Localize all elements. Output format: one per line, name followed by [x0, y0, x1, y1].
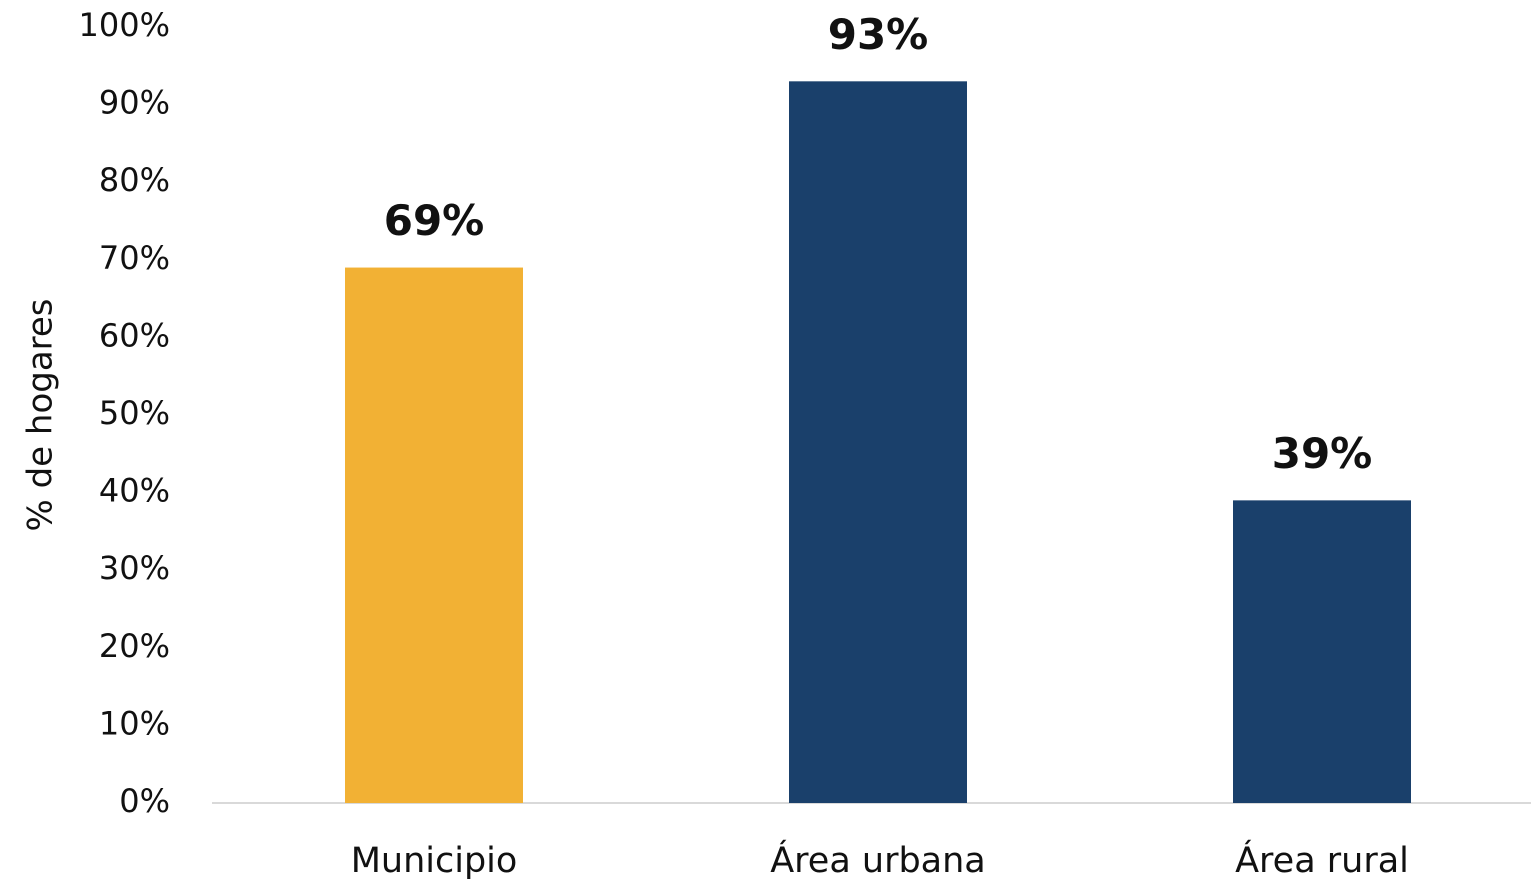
y-tick-label: 20%	[99, 627, 170, 665]
data-label: 39%	[1272, 429, 1373, 478]
y-tick-label: 100%	[79, 6, 170, 44]
y-tick-label: 60%	[99, 316, 170, 354]
bar	[789, 81, 967, 803]
y-tick-label: 80%	[99, 161, 170, 199]
y-tick-label: 50%	[99, 394, 170, 432]
bar	[1233, 500, 1411, 803]
y-tick-label: 40%	[99, 472, 170, 510]
bar	[345, 267, 523, 803]
x-tick-label: Área urbana	[770, 839, 986, 881]
y-tick-label: 10%	[99, 704, 170, 742]
y-tick-label: 70%	[99, 239, 170, 277]
y-axis-label: % de hogares	[21, 298, 61, 531]
y-tick-label: 0%	[119, 782, 170, 820]
y-tick-label: 30%	[99, 549, 170, 587]
data-label: 93%	[828, 10, 929, 59]
x-tick-label: Área rural	[1235, 839, 1409, 881]
data-label: 69%	[384, 196, 485, 245]
x-tick-label: Municipio	[351, 841, 518, 881]
y-tick-label: 90%	[99, 84, 170, 122]
